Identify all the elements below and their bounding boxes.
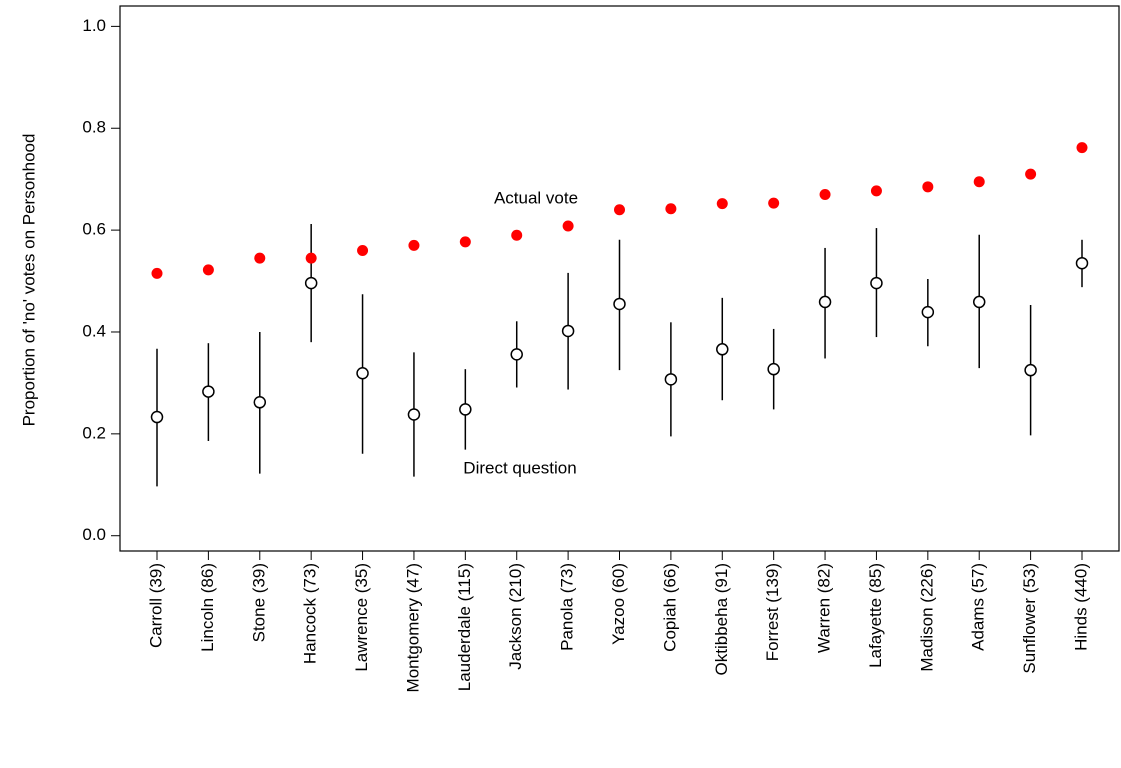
direct-point xyxy=(202,385,215,398)
actual-point xyxy=(357,244,369,256)
x-tick-label: Forrest (139) xyxy=(763,563,782,661)
y-tick-label: 0.0 xyxy=(82,525,106,544)
actual-point xyxy=(665,203,677,215)
actual-point xyxy=(716,198,728,210)
y-tick-label: 0.2 xyxy=(82,423,106,442)
x-tick-label: Madison (226) xyxy=(917,563,936,672)
direct-point xyxy=(356,366,369,380)
x-tick-label: Lincoln (86) xyxy=(198,563,217,652)
actual-point xyxy=(305,252,317,264)
direct-point xyxy=(510,348,523,361)
x-tick-label: Jackson (210) xyxy=(506,563,525,670)
direct-point xyxy=(1024,363,1037,377)
y-tick-label: 0.8 xyxy=(82,118,106,137)
x-tick-label: Hinds (440) xyxy=(1071,563,1090,651)
x-tick-label: Lauderdale (115) xyxy=(455,563,474,691)
x-tick-label: Hancock (73) xyxy=(301,563,320,664)
actual-point xyxy=(151,267,163,279)
x-tick-label: Stone (39) xyxy=(249,563,268,642)
direct-point xyxy=(613,297,626,311)
x-tick-label: Montgomery (47) xyxy=(403,563,422,692)
actual-point xyxy=(254,252,266,264)
direct-point xyxy=(818,295,832,309)
direct-point xyxy=(767,362,780,376)
x-tick-label: Yazoo (60) xyxy=(609,563,628,645)
direct-point xyxy=(253,396,267,409)
actual-point xyxy=(922,181,934,193)
direct-point xyxy=(459,403,472,416)
actual-point xyxy=(973,176,985,188)
actual-point xyxy=(768,197,780,209)
actual-point xyxy=(408,239,420,251)
direct-point xyxy=(561,324,575,338)
x-tick-label: Copiah (66) xyxy=(660,563,679,652)
x-tick-label: Lafayette (85) xyxy=(866,563,885,668)
y-tick-label: 0.4 xyxy=(82,321,106,340)
y-tick-label: 1.0 xyxy=(82,16,106,35)
direct-point xyxy=(150,410,164,424)
direct-point xyxy=(304,276,318,290)
y-tick-label: 0.6 xyxy=(82,220,106,239)
direct-point xyxy=(870,276,883,290)
annotation: Direct question xyxy=(463,458,576,477)
x-tick-label: Carroll (39) xyxy=(146,563,165,648)
actual-point xyxy=(819,188,831,200)
annotation: Actual vote xyxy=(494,188,578,207)
x-tick-label: Sunflower (53) xyxy=(1020,563,1039,674)
direct-point xyxy=(972,295,986,309)
direct-point xyxy=(921,305,935,319)
x-tick-label: Panola (73) xyxy=(558,563,577,651)
x-tick-label: Adams (57) xyxy=(969,563,988,651)
actual-point xyxy=(511,229,523,241)
actual-point xyxy=(1025,168,1037,180)
actual-point xyxy=(562,220,574,232)
actual-point xyxy=(1076,142,1088,154)
y-axis-label: Proportion of 'no' votes on Personhood xyxy=(19,134,38,427)
actual-point xyxy=(870,185,882,197)
direct-point xyxy=(1075,256,1089,270)
x-tick-label: Lawrence (35) xyxy=(352,563,371,672)
direct-point xyxy=(407,408,421,421)
actual-point xyxy=(614,204,625,216)
direct-point xyxy=(716,343,729,356)
actual-point xyxy=(459,236,471,248)
x-tick-label: Oktibbeha (91) xyxy=(712,563,731,675)
actual-point xyxy=(202,264,214,276)
direct-point xyxy=(664,373,678,386)
x-tick-label: Warren (82) xyxy=(815,563,834,653)
